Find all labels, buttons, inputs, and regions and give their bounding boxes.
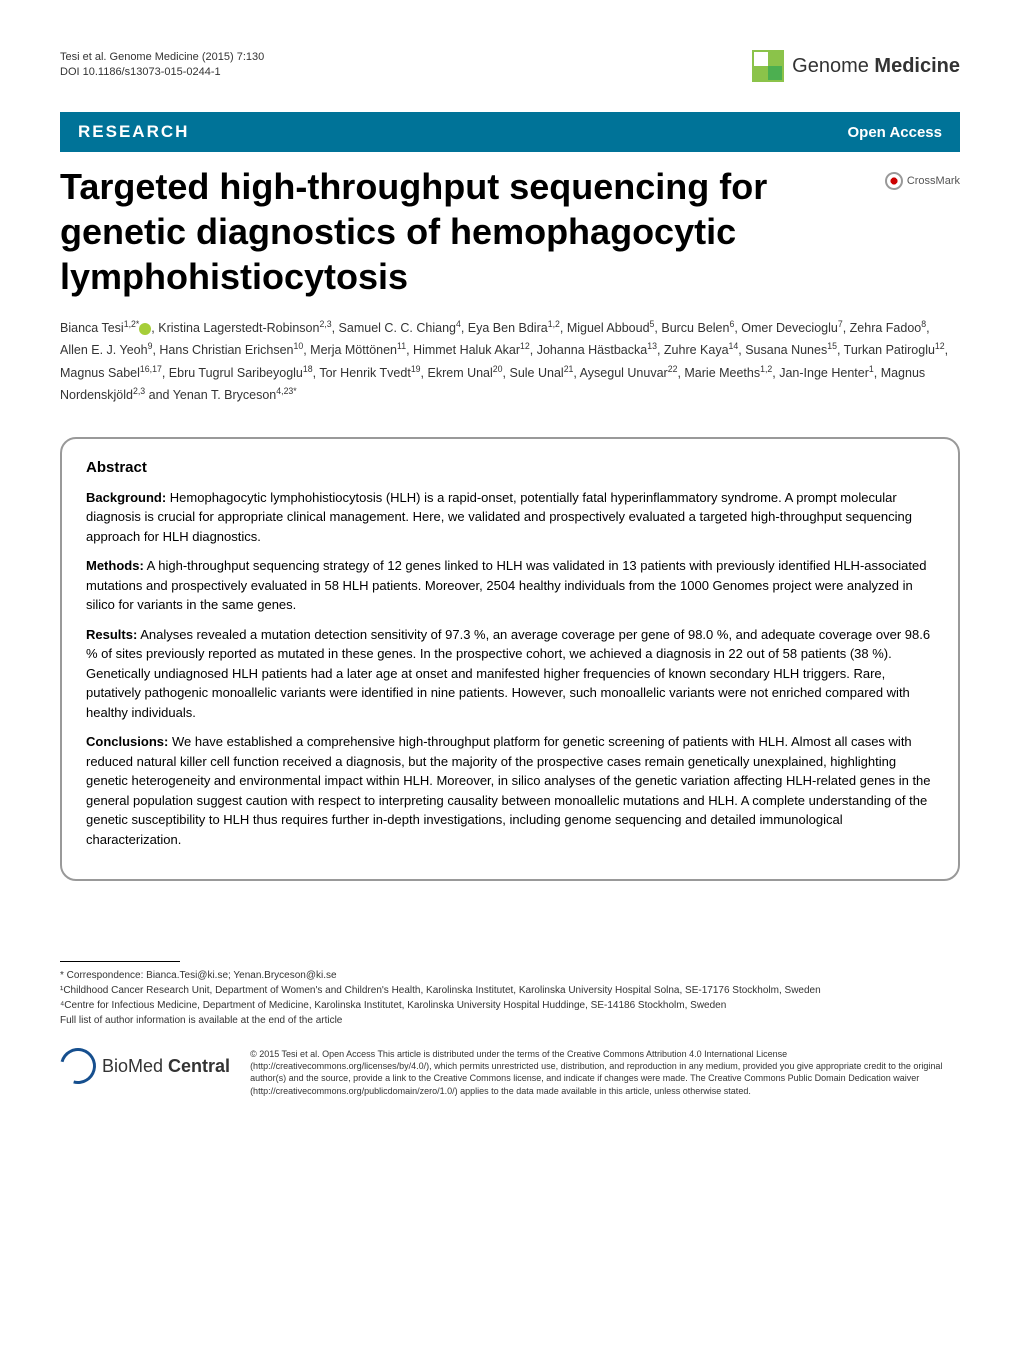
abstract-section: Conclusions: We have established a compr… xyxy=(86,732,934,849)
abstract-section-label: Conclusions: xyxy=(86,734,168,749)
license-text: © 2015 Tesi et al. Open Access This arti… xyxy=(250,1048,960,1097)
crossmark-badge[interactable]: CrossMark xyxy=(885,172,960,190)
journal-logo-icon xyxy=(752,50,784,82)
bmc-swirl-icon xyxy=(53,1042,102,1091)
abstract-section-text: A high-throughput sequencing strategy of… xyxy=(86,558,926,612)
authors-list: Bianca Tesi1,2*, Kristina Lagerstedt-Rob… xyxy=(60,317,960,407)
crossmark-icon xyxy=(885,172,903,190)
abstract-section-text: Hemophagocytic lymphohistiocytosis (HLH)… xyxy=(86,490,912,544)
abstract-heading: Abstract xyxy=(86,459,934,476)
abstract-section: Methods: A high-throughput sequencing st… xyxy=(86,556,934,615)
article-title: Targeted high-throughput sequencing for … xyxy=(60,164,865,299)
abstract-section-text: We have established a comprehensive high… xyxy=(86,734,931,847)
title-row: Targeted high-throughput sequencing for … xyxy=(60,164,960,317)
doi-line: DOI 10.1186/s13073-015-0244-1 xyxy=(60,65,264,80)
page-header: Tesi et al. Genome Medicine (2015) 7:130… xyxy=(60,50,960,82)
biomed-central-logo: BioMed Central xyxy=(60,1048,230,1084)
affiliation-4: ⁴Centre for Infectious Medicine, Departm… xyxy=(60,998,960,1013)
abstract-box: Abstract Background: Hemophagocytic lymp… xyxy=(60,437,960,882)
crossmark-label: CrossMark xyxy=(907,175,960,187)
abstract-section: Background: Hemophagocytic lymphohistioc… xyxy=(86,488,934,547)
section-type-label: RESEARCH xyxy=(78,122,189,142)
open-access-label: Open Access xyxy=(848,124,943,141)
journal-name: Genome Medicine xyxy=(792,55,960,78)
correspondence-block: * Correspondence: Bianca.Tesi@ki.se; Yen… xyxy=(60,961,960,1028)
abstract-section: Results: Analyses revealed a mutation de… xyxy=(86,625,934,723)
abstract-section-text: Analyses revealed a mutation detection s… xyxy=(86,627,930,720)
correspondence-line: * Correspondence: Bianca.Tesi@ki.se; Yen… xyxy=(60,968,960,983)
affiliation-1: ¹Childhood Cancer Research Unit, Departm… xyxy=(60,983,960,998)
abstract-section-label: Results: xyxy=(86,627,137,642)
orcid-icon xyxy=(139,323,151,335)
bmc-name-bold: Central xyxy=(168,1056,230,1076)
page-container: Tesi et al. Genome Medicine (2015) 7:130… xyxy=(0,0,1020,1137)
journal-logo: Genome Medicine xyxy=(752,50,960,82)
citation-line: Tesi et al. Genome Medicine (2015) 7:130 xyxy=(60,50,264,65)
citation-block: Tesi et al. Genome Medicine (2015) 7:130… xyxy=(60,50,264,81)
license-block: BioMed Central © 2015 Tesi et al. Open A… xyxy=(60,1048,960,1097)
journal-name-bold: Medicine xyxy=(874,55,960,77)
bmc-name-plain: BioMed xyxy=(102,1056,163,1076)
full-author-list-note: Full list of author information is avail… xyxy=(60,1013,960,1028)
footer-rule xyxy=(60,961,180,962)
journal-name-plain: Genome xyxy=(792,55,869,77)
abstract-section-label: Methods: xyxy=(86,558,144,573)
abstract-section-label: Background: xyxy=(86,490,166,505)
section-banner: RESEARCH Open Access xyxy=(60,112,960,152)
